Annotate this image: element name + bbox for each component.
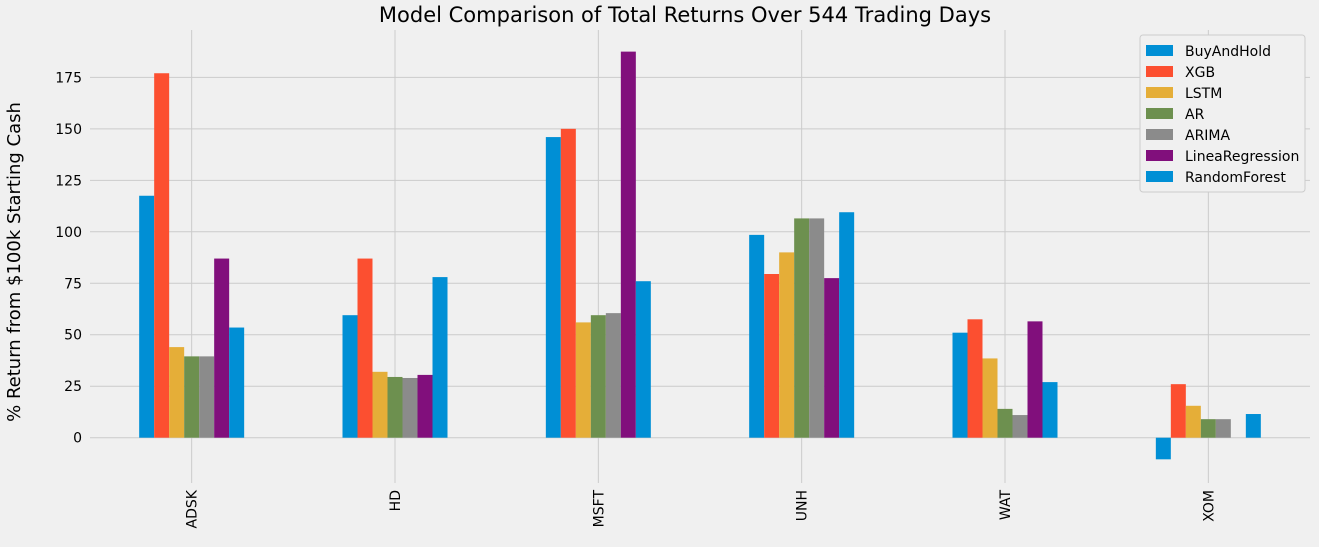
bar-lstm-unh (779, 252, 795, 438)
bar-linearegression-msft (620, 51, 636, 438)
bar-buyandhold-adsk (139, 195, 155, 438)
bar-xgb-msft (560, 128, 576, 438)
y-axis-ticks: 0 25 50 75 100 125 150 175 (55, 70, 82, 446)
legend-swatch-xgb (1146, 66, 1173, 77)
legend-swatch-lstm (1146, 87, 1173, 98)
y-tick-label: 0 (73, 431, 82, 447)
bar-buyandhold-xom (1155, 437, 1171, 460)
x-tick-label-unh: UNH (795, 490, 811, 521)
y-tick-label: 50 (64, 328, 82, 344)
bar-lstm-wat (982, 358, 998, 438)
y-tick-label: 125 (55, 173, 82, 189)
y-tick-label: 150 (55, 122, 82, 138)
bar-xgb-xom (1170, 384, 1186, 438)
bar-randomforest-wat (1042, 382, 1058, 438)
grid (90, 30, 1310, 483)
bar-ar-msft (590, 315, 606, 438)
bar-linearegression-unh (824, 278, 840, 438)
legend-swatch-linearegression (1146, 150, 1173, 161)
bar-xgb-adsk (154, 73, 170, 438)
x-tick-label-adsk: ADSK (185, 489, 201, 528)
bar-xgb-wat (967, 319, 983, 438)
bar-randomforest-msft (635, 281, 651, 438)
chart-title: Model Comparison of Total Returns Over 5… (379, 3, 991, 27)
legend-label-arima: ARIMA (1185, 128, 1231, 144)
y-tick-label: 75 (64, 276, 82, 292)
bar-randomforest-hd (432, 277, 448, 438)
x-tick-label-msft: MSFT (591, 490, 607, 528)
plot-area (90, 30, 1310, 483)
legend-label-ar: AR (1185, 107, 1205, 123)
bar-lstm-hd (372, 371, 388, 438)
bar-linearegression-hd (417, 374, 433, 438)
x-axis-ticks: ADSK HD MSFT UNH WAT XOM (185, 489, 1218, 528)
y-tick-label: 25 (64, 379, 82, 395)
legend-label-randomforest: RandomForest (1185, 170, 1286, 186)
legend-swatch-ar (1146, 108, 1173, 119)
bar-arima-xom (1215, 419, 1231, 438)
bar-ar-adsk (184, 356, 200, 438)
bar-lstm-xom (1185, 405, 1201, 438)
bar-arima-msft (605, 313, 621, 438)
bar-buyandhold-msft (545, 137, 561, 438)
bar-ar-wat (997, 408, 1013, 438)
bar-xgb-hd (357, 258, 373, 438)
bar-arima-unh (809, 218, 825, 438)
legend-swatch-buyandhold (1146, 45, 1173, 56)
x-tick-label-wat: WAT (998, 490, 1014, 521)
legend-label-xgb: XGB (1185, 65, 1215, 81)
bar-buyandhold-wat (952, 332, 968, 438)
legend: BuyAndHold XGB LSTM AR ARIMA LineaRegression R… (1139, 34, 1306, 193)
bar-ar-hd (387, 376, 403, 438)
bar-lstm-adsk (169, 347, 185, 438)
y-tick-label: 100 (55, 225, 82, 241)
bar-xgb-unh (764, 274, 780, 438)
bar-buyandhold-unh (749, 234, 765, 438)
bar-randomforest-unh (839, 212, 855, 438)
bars (139, 51, 1261, 460)
bar-linearegression-adsk (214, 258, 230, 438)
bar-arima-wat (1012, 415, 1028, 438)
bar-arima-adsk (199, 356, 215, 438)
bar-randomforest-adsk (229, 327, 245, 438)
legend-label-linearegression: LineaRegression (1185, 149, 1299, 165)
bar-linearegression-wat (1027, 321, 1043, 438)
bar-buyandhold-hd (342, 315, 358, 438)
bar-arima-hd (402, 377, 418, 438)
legend-box (1139, 34, 1306, 193)
legend-label-buyandhold: BuyAndHold (1185, 44, 1271, 60)
legend-swatch-randomforest (1146, 171, 1173, 182)
x-tick-label-xom: XOM (1201, 490, 1217, 522)
bar-ar-xom (1200, 419, 1216, 438)
bar-lstm-msft (575, 322, 591, 438)
legend-swatch-arima (1146, 129, 1173, 140)
x-tick-label-hd: HD (388, 490, 404, 511)
bar-ar-unh (794, 218, 810, 438)
y-axis-label: % Return from $100k Starting Cash (4, 102, 25, 422)
bar-randomforest-xom (1245, 414, 1261, 438)
y-tick-label: 175 (55, 70, 82, 86)
legend-label-lstm: LSTM (1185, 86, 1222, 102)
